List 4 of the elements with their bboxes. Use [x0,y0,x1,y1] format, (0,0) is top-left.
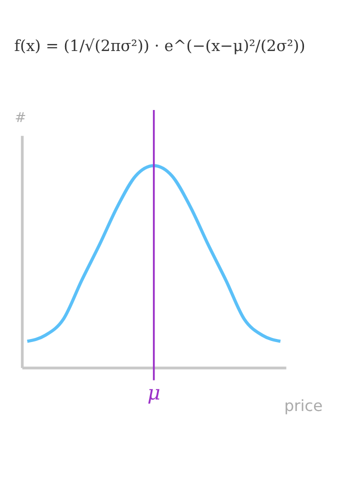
chart-title: f(x) = (1/√(2πσ²)) · e^(−(x−μ)²/(2σ²)) [14,36,306,55]
text: μ [147,380,160,404]
y-axis-title: # [14,110,26,126]
x-axis-title: price [284,396,323,415]
